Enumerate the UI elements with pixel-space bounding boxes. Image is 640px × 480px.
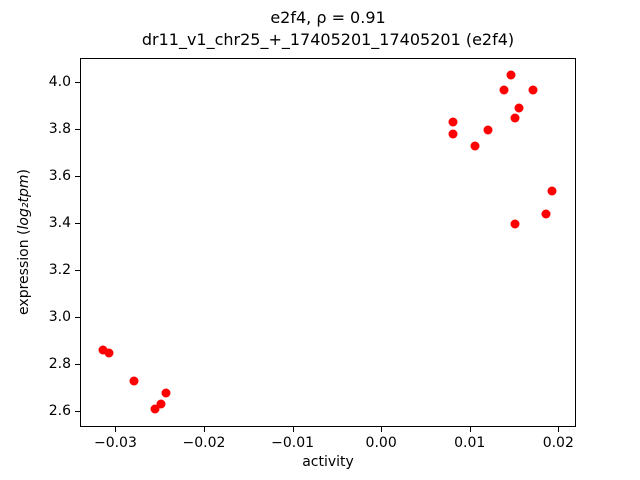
data-point (483, 125, 493, 134)
data-point (129, 376, 139, 386)
y-tick-mark (75, 269, 80, 271)
x-tick-mark (469, 427, 471, 432)
data-point (161, 388, 171, 398)
x-tick-mark (115, 427, 117, 432)
y-tick-mark (75, 128, 80, 130)
chart-title: e2f4, ρ = 0.91 (270, 8, 386, 27)
data-point (510, 219, 520, 229)
y-tick-label: 3.6 (48, 167, 71, 184)
data-point (514, 103, 524, 113)
x-axis-label: activity (302, 454, 354, 470)
y-axis-label: expression (log₂tpm) (16, 169, 32, 315)
data-point (470, 141, 480, 151)
x-tick-label: −0.03 (93, 435, 137, 451)
data-point (156, 399, 166, 409)
y-tick-mark (75, 175, 80, 177)
y-tick-label: 3.4 (48, 214, 71, 231)
data-point (528, 85, 538, 95)
x-tick-mark (381, 427, 383, 432)
y-tick-label: 4.0 (48, 73, 71, 90)
x-tick-label: 0.00 (365, 435, 397, 451)
y-tick-mark (75, 410, 80, 412)
data-point (506, 70, 516, 80)
y-tick-mark (75, 316, 80, 318)
y-tick-label: 3.2 (48, 261, 71, 278)
data-point (547, 186, 557, 196)
data-point (104, 348, 114, 358)
x-tick-mark (292, 427, 294, 432)
x-tick-label: 0.01 (454, 435, 486, 451)
data-point (510, 113, 520, 123)
x-tick-label: −0.02 (182, 435, 226, 451)
data-point (150, 404, 160, 414)
y-tick-label: 2.8 (48, 355, 71, 372)
y-tick-label: 3.0 (48, 308, 71, 325)
x-tick-mark (558, 427, 560, 432)
x-tick-label: −0.01 (271, 435, 315, 451)
chart-subtitle: dr11_v1_chr25_+_17405201_17405201 (e2f4) (141, 30, 515, 49)
data-point (448, 129, 458, 139)
data-point (541, 209, 551, 219)
y-tick-label: 3.8 (48, 120, 71, 137)
y-tick-label: 2.6 (48, 402, 71, 419)
plot-area (80, 58, 576, 427)
y-tick-mark (75, 222, 80, 224)
y-tick-mark (75, 81, 80, 83)
y-tick-mark (75, 363, 80, 365)
x-tick-label: 0.02 (542, 435, 574, 451)
data-point (448, 117, 458, 127)
x-tick-mark (204, 427, 205, 432)
data-point (98, 345, 108, 355)
data-point (499, 85, 509, 95)
